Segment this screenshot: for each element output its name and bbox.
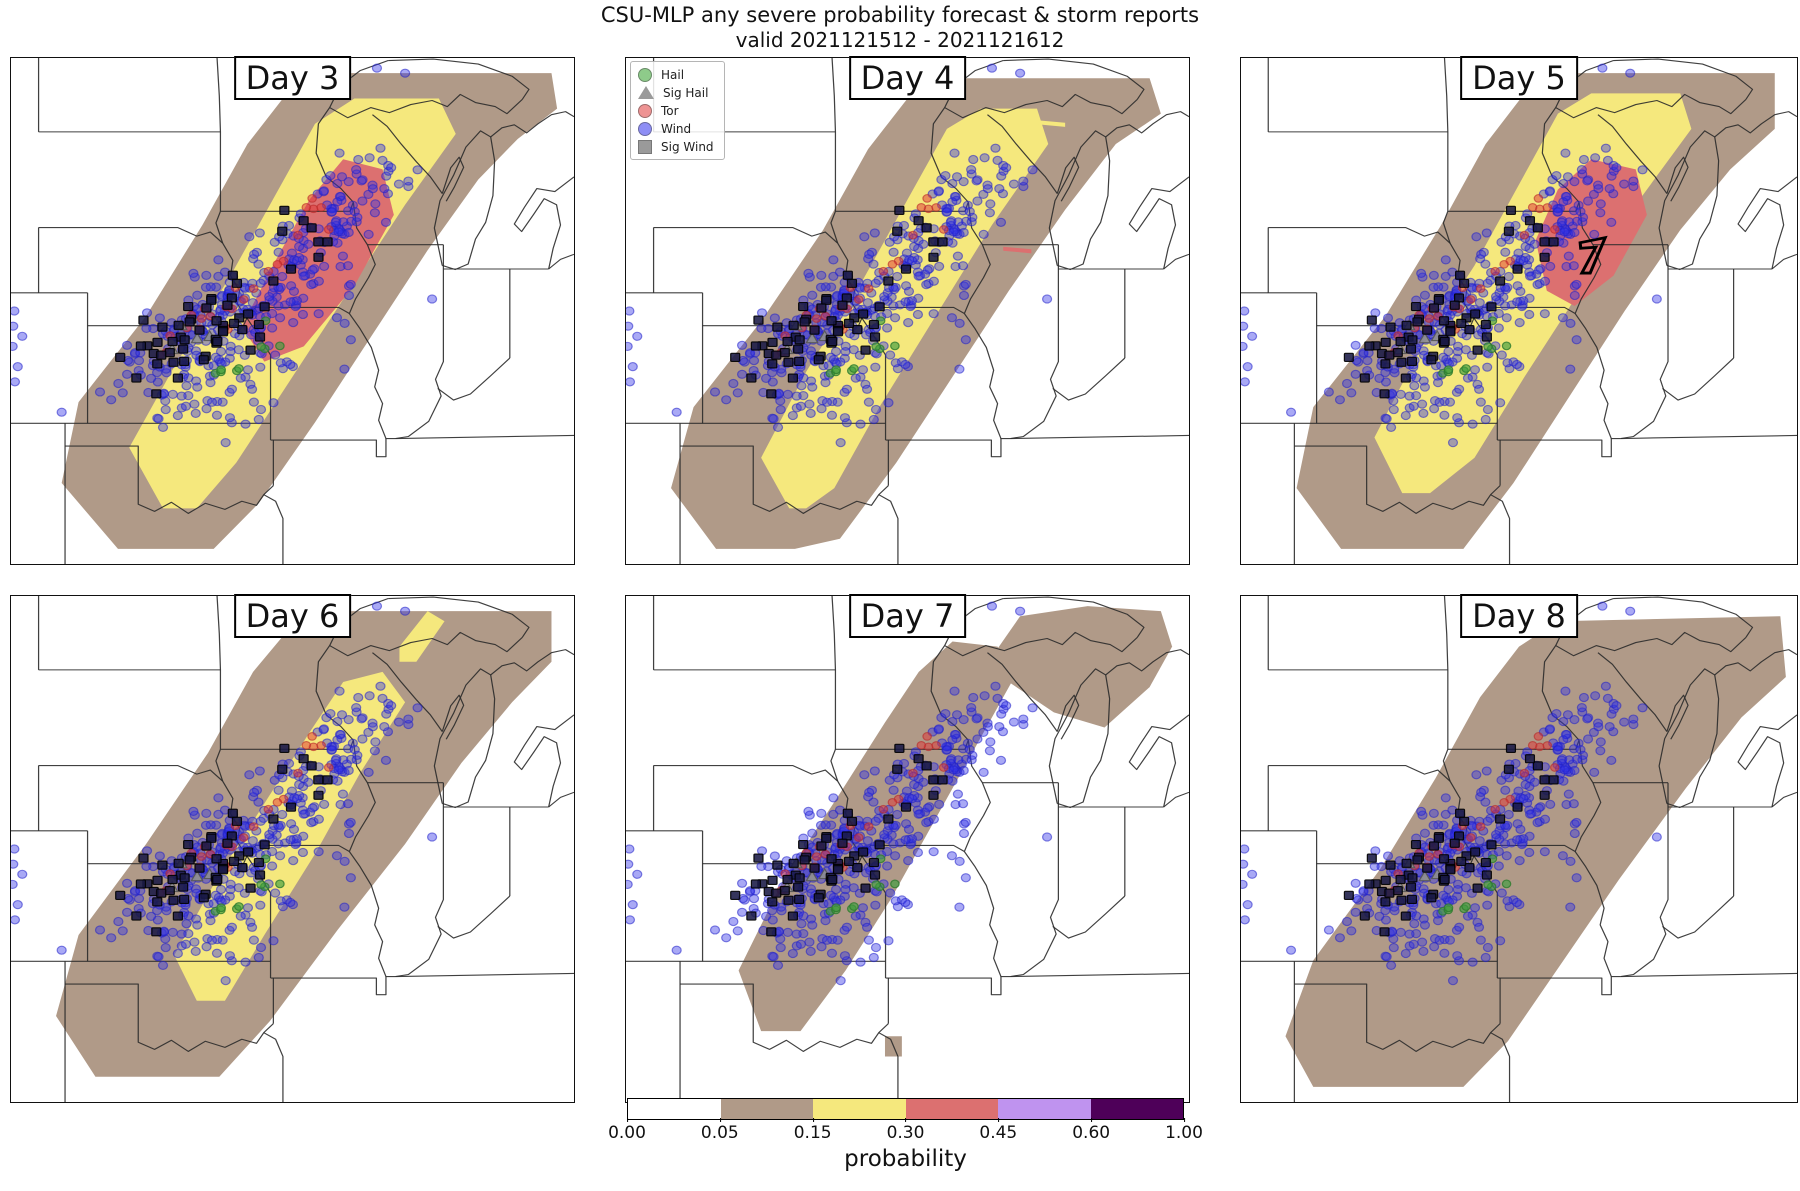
wind-marker-icon [638, 121, 652, 136]
legend-item-sig-hail: Sig Hail [638, 85, 714, 100]
sig-hail-marker-icon [638, 86, 654, 99]
legend-label: Tor [661, 103, 679, 118]
colorbar-tick: 0.45 [979, 1118, 1017, 1143]
colorbar-tick: 0.15 [794, 1118, 832, 1143]
sig-wind-marker-icon [638, 139, 652, 154]
map-panel-day-3: Day 3 [10, 56, 575, 565]
storm-reports-layer [626, 63, 1053, 448]
map-panel-day-4: Day 4 Hail Sig Hail Tor Wind Sig Wind [625, 56, 1190, 565]
day-label: Day 3 [233, 56, 352, 100]
contour-layer [61, 73, 558, 549]
figure-title: CSU-MLP any severe probability forecast … [600, 3, 1200, 27]
map-canvas-day-4 [626, 58, 1189, 564]
forecast-outline [1578, 235, 1608, 275]
map-canvas-day-3 [11, 58, 574, 564]
map-panel-day-5: Day 5 [1240, 56, 1798, 565]
day-label: Day 8 [1460, 594, 1578, 638]
storm-reports-layer [1241, 601, 1662, 986]
legend-item-sig-wind: Sig Wind [638, 139, 714, 154]
state-borders [1241, 58, 1797, 564]
map-panel-day-7: Day 7 [625, 594, 1190, 1103]
legend-item-tor: Tor [638, 103, 714, 118]
legend-label: Sig Hail [663, 85, 709, 100]
colorbar-tick: 0.00 [608, 1118, 646, 1143]
colorbar-tick: 0.05 [701, 1118, 739, 1143]
colorbar-gradient [627, 1098, 1184, 1120]
legend-label: Wind [661, 121, 692, 136]
colorbar-label: probability [844, 1146, 967, 1172]
map-canvas-day-5 [1241, 58, 1797, 564]
day-label: Day 6 [233, 594, 352, 638]
storm-reports-layer [11, 63, 438, 448]
contour-layer [1296, 73, 1775, 549]
day-label: Day 5 [1460, 56, 1578, 100]
storm-reports-layer [626, 601, 1053, 986]
legend-label: Hail [661, 67, 685, 82]
tor-marker-icon [638, 103, 652, 118]
map-panel-day-8: Day 8 [1240, 594, 1798, 1103]
legend-item-wind: Wind [638, 121, 714, 136]
colorbar-ticks: 0.00 0.05 0.15 0.30 0.45 0.60 1.00 [608, 1118, 1203, 1145]
hail-marker-icon [638, 67, 652, 82]
storm-reports-layer [1241, 63, 1662, 448]
day-label: Day 4 [848, 56, 967, 100]
legend: Hail Sig Hail Tor Wind Sig Wind [630, 61, 725, 160]
legend-label: Sig Wind [661, 139, 714, 154]
storm-reports-layer [11, 601, 438, 986]
figure-subtitle: valid 2021121512 - 2021121612 [735, 28, 1065, 52]
day-label: Day 7 [848, 594, 967, 638]
colorbar-tick: 0.60 [1072, 1118, 1110, 1143]
contour-layer [1285, 616, 1786, 1087]
map-panel-day-6: Day 6 [10, 594, 575, 1103]
legend-item-hail: Hail [638, 67, 714, 82]
colorbar-tick: 1.00 [1165, 1118, 1203, 1143]
contour-layer [671, 78, 1161, 549]
map-canvas-day-8 [1241, 596, 1797, 1102]
colorbar-tick: 0.30 [887, 1118, 924, 1143]
colorbar: 0.00 0.05 0.15 0.30 0.45 0.60 1.00 proba… [608, 1098, 1203, 1172]
contour-layer [56, 611, 552, 1077]
map-canvas-day-7 [626, 596, 1189, 1102]
map-canvas-day-6 [11, 596, 574, 1102]
